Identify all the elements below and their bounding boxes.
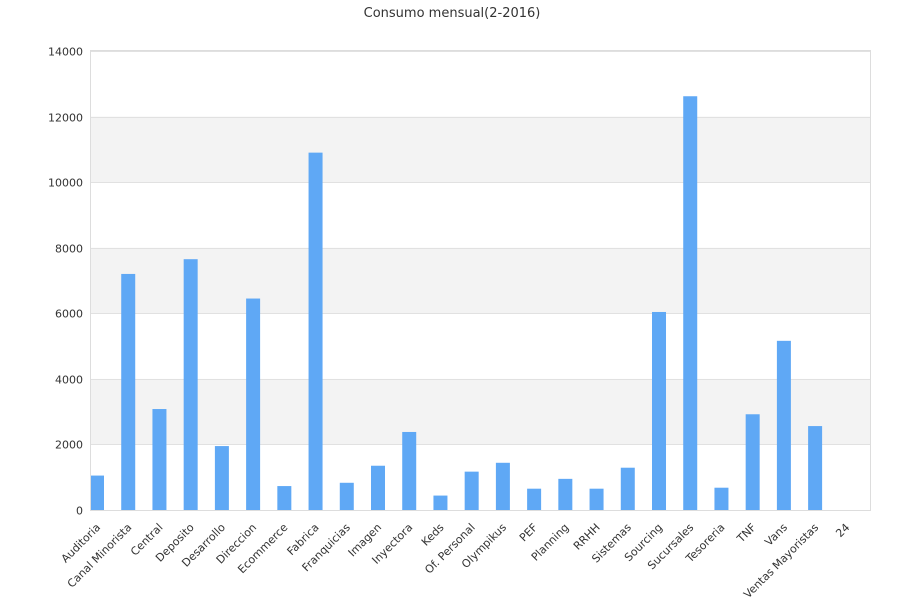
bar-franquicias — [339, 482, 354, 510]
chart-background-bands — [91, 116, 870, 445]
bar-rrhh — [589, 488, 604, 510]
bar-ventas-mayoristas — [808, 426, 823, 510]
y-tick-label: 10000 — [48, 177, 83, 190]
background-band — [91, 378, 870, 445]
bar-auditoria — [90, 475, 104, 510]
bar-vans — [776, 340, 791, 510]
bar-of-personal — [464, 471, 479, 510]
bar-fabrica — [308, 152, 323, 510]
bar-planning — [558, 478, 573, 510]
background-band — [91, 116, 870, 183]
x-tick-label: 24 — [833, 521, 852, 540]
bar-tnf — [745, 414, 760, 510]
x-tick-label: PEF — [517, 521, 540, 544]
bar-sourcing — [652, 311, 667, 510]
chart-bars — [90, 96, 823, 510]
y-tick-label: 12000 — [48, 112, 83, 125]
bar-tesoreria — [714, 487, 729, 510]
y-axis-ticks: 0 2000 4000 6000 8000 10000 12000 14000 — [48, 46, 83, 518]
x-tick-label: Vans — [762, 521, 790, 549]
y-tick-label: 14000 — [48, 46, 83, 59]
bar-ecommerce — [277, 486, 292, 510]
y-tick-label: 8000 — [55, 243, 83, 256]
plot-frame — [90, 50, 871, 511]
bar-desarrollo — [214, 446, 229, 510]
x-tick-label: Keds — [419, 521, 447, 549]
y-tick-label: 4000 — [55, 374, 83, 387]
bar-keds — [433, 495, 448, 510]
background-band — [91, 247, 870, 314]
x-tick-label: TNF — [734, 521, 759, 546]
bar-inyectora — [402, 431, 417, 510]
bar-olympikus — [495, 462, 510, 510]
bar-sucursales — [683, 96, 698, 510]
bar-deposito — [183, 259, 198, 510]
y-tick-label: 0 — [76, 505, 83, 518]
bar-canal-minorista — [121, 273, 136, 510]
chart-title: Consumo mensual(2-2016) — [364, 6, 541, 21]
y-tick-label: 2000 — [55, 439, 83, 452]
bar-direccion — [246, 298, 261, 510]
bar-imagen — [371, 465, 386, 510]
bar-central — [152, 409, 167, 510]
bar-pef — [527, 488, 542, 510]
y-tick-label: 6000 — [55, 308, 83, 321]
bar-sistemas — [620, 467, 635, 510]
